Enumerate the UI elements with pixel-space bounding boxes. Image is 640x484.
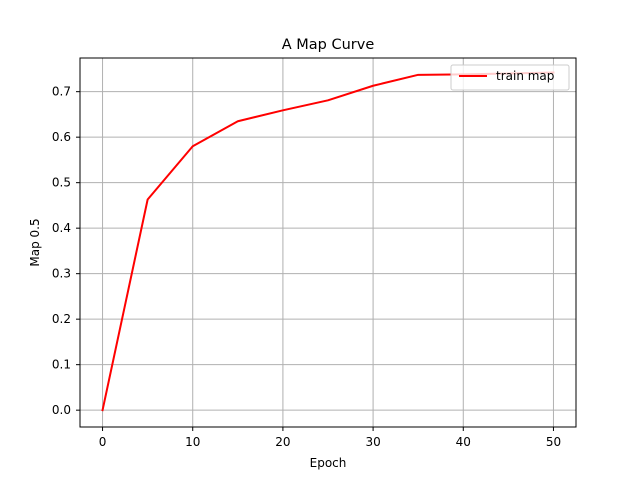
plot-area-frame	[79, 57, 577, 428]
legend-box	[450, 64, 570, 91]
x-tick-label: 30	[365, 435, 380, 449]
series-line-train-map	[101, 71, 555, 412]
y-tick-label: 0.0	[52, 403, 71, 417]
y-tick-label: 0.2	[52, 312, 71, 326]
series-layer	[101, 71, 555, 412]
x-tick-label: 10	[185, 435, 200, 449]
y-tick-label: 0.5	[52, 176, 71, 190]
x-tick-label: 20	[275, 435, 290, 449]
x-tick-label: 40	[456, 435, 471, 449]
y-tick-label: 0.1	[52, 358, 71, 372]
y-axis-label: Map 0.5	[28, 218, 42, 266]
grid-layer	[80, 58, 576, 427]
x-axis-label: Epoch	[310, 456, 347, 470]
y-tick-label: 0.6	[52, 130, 71, 144]
chart-title: A Map Curve	[282, 37, 375, 53]
legend: train map	[450, 64, 570, 91]
y-tick-label: 0.4	[52, 221, 71, 235]
y-tick-label: 0.3	[52, 267, 71, 281]
tick-layer: 0 10 20 30 40 50 0.0 0.1 0.2 0.3 0.4 0.5 0.6 0.7	[52, 85, 561, 449]
y-tick-label: 0.7	[52, 85, 71, 99]
x-tick-label: 50	[546, 435, 561, 449]
x-tick-label: 0	[99, 435, 107, 449]
legend-label-train-map: train map	[496, 69, 554, 83]
